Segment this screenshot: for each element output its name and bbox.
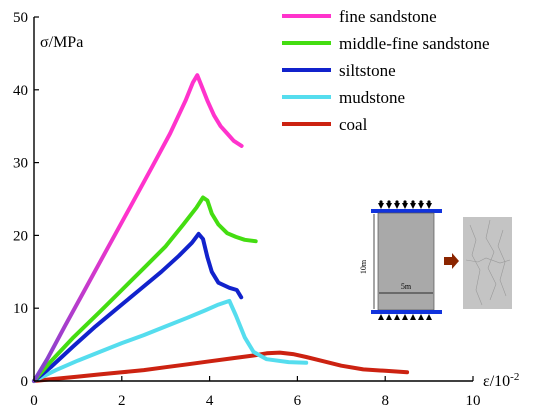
support-triangle xyxy=(394,314,400,320)
inset-height-label: 10m xyxy=(359,259,368,274)
series-line-siltstone xyxy=(32,231,244,383)
series-line-middle-fine-sandstone xyxy=(32,195,258,383)
legend-label-fine-sandstone: fine sandstone xyxy=(339,7,437,26)
x-axis-label: ε/10-2 xyxy=(483,371,519,390)
support-roller xyxy=(427,200,431,204)
x-axis-label-base: ε/10 xyxy=(483,373,510,390)
support-triangle xyxy=(418,203,424,209)
legend-label-siltstone: siltstone xyxy=(339,61,396,80)
support-triangle xyxy=(426,314,432,320)
support-triangle xyxy=(386,203,392,209)
x-axis-label-exponent: -2 xyxy=(510,371,519,383)
y-axis-label: σ/MPa xyxy=(40,34,83,51)
series-layer xyxy=(32,73,410,383)
series-line-mudstone xyxy=(32,298,309,383)
y-tick-label: 40 xyxy=(13,83,28,99)
support-triangle xyxy=(394,203,400,209)
y-ticks: 0 10 20 30 40 50 xyxy=(13,10,39,390)
y-tick-label: 0 xyxy=(21,374,29,390)
support-triangle xyxy=(402,203,408,209)
x-tick-label: 2 xyxy=(118,393,126,409)
legend-label-mudstone: mudstone xyxy=(339,88,405,107)
x-tick-label: 8 xyxy=(381,393,389,409)
x-tick-label: 0 xyxy=(30,393,38,409)
inset-bottom-plate xyxy=(371,310,442,314)
series-line-fine-sandstone xyxy=(32,73,244,383)
x-tick-label: 4 xyxy=(206,393,214,409)
inset-model-diagram: 10m 5m xyxy=(359,200,512,320)
support-roller xyxy=(411,200,415,204)
inset-top-plate xyxy=(371,209,442,213)
support-roller xyxy=(403,200,407,204)
legend: fine sandstone middle-fine sandstone silts… xyxy=(282,7,490,134)
support-triangle xyxy=(418,314,424,320)
support-triangle xyxy=(402,314,408,320)
legend-label-middle-fine-sandstone: middle-fine sandstone xyxy=(339,34,490,53)
y-tick-label: 50 xyxy=(13,10,28,26)
y-tick-label: 20 xyxy=(13,228,28,244)
inset-bottom-supports xyxy=(378,314,432,320)
support-triangle xyxy=(378,203,384,209)
y-tick-label: 10 xyxy=(13,301,28,317)
axes: 0 2 4 6 8 10 0 10 20 30 40 50 σ/MPa ε/10-2 xyxy=(13,10,519,409)
x-tick-label: 6 xyxy=(294,393,302,409)
series-line-coal xyxy=(32,350,410,383)
support-triangle xyxy=(426,203,432,209)
inset-specimen xyxy=(377,212,435,311)
support-roller xyxy=(387,200,391,204)
legend-label-coal: coal xyxy=(339,115,368,134)
support-triangle xyxy=(410,314,416,320)
support-roller xyxy=(379,200,383,204)
y-tick-label: 30 xyxy=(13,156,28,172)
inset-width-label: 5m xyxy=(401,282,412,291)
inset-failure-cracks xyxy=(465,219,511,306)
support-triangle xyxy=(378,314,384,320)
x-ticks: 0 2 4 6 8 10 xyxy=(30,376,481,409)
x-tick-label: 10 xyxy=(466,393,481,409)
arrow-icon xyxy=(444,253,459,269)
support-triangle xyxy=(410,203,416,209)
support-roller xyxy=(419,200,423,204)
inset-top-supports xyxy=(378,200,432,209)
support-roller xyxy=(395,200,399,204)
support-triangle xyxy=(386,314,392,320)
